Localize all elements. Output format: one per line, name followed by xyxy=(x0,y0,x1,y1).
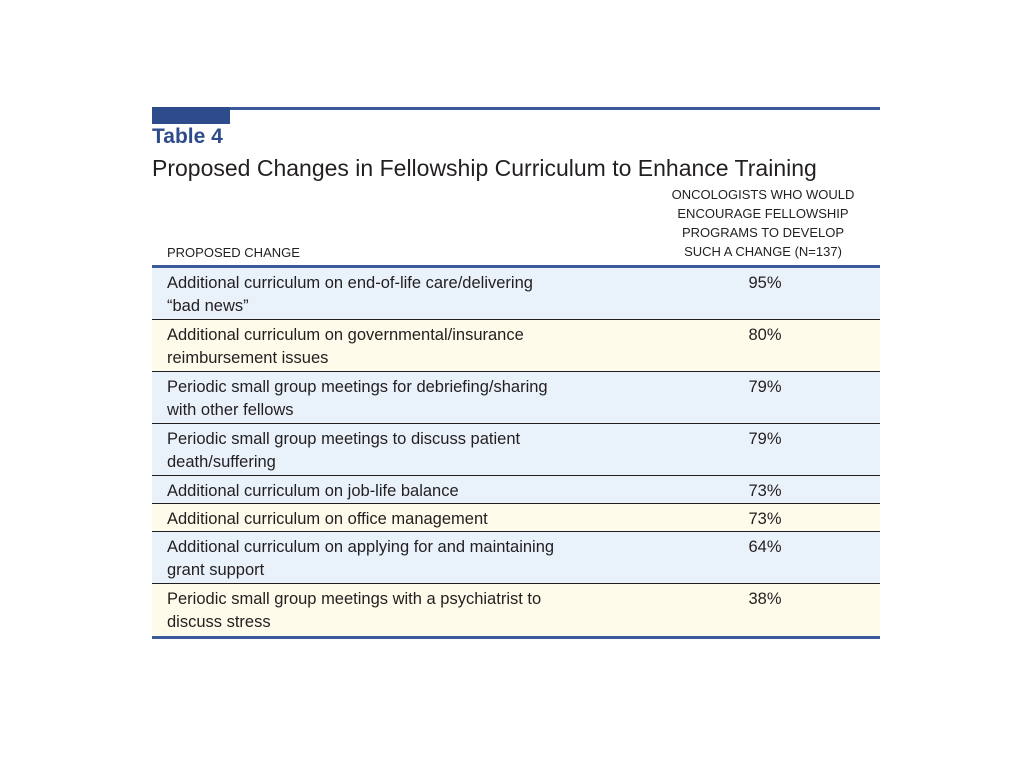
cell-percent: 79% xyxy=(748,378,782,396)
cell-text-line: Additional curriculum on governmental/in… xyxy=(167,326,524,344)
cell-text-line: discuss stress xyxy=(167,613,271,631)
cell-text-line: Additional curriculum on applying for an… xyxy=(167,538,555,556)
top-rule xyxy=(152,107,880,124)
column-header-percent-line: SUCH A CHANGE (N=137) xyxy=(684,244,842,259)
table-row: Periodic small group meetings for debrie… xyxy=(152,372,880,424)
cell-percent: 73% xyxy=(748,510,782,528)
table-row: Additional curriculum on office manageme… xyxy=(152,504,880,532)
cell-proposed-change: Additional curriculum on office manageme… xyxy=(152,504,636,531)
table-header: PROPOSED CHANGE ONCOLOGISTS WHO WOULD EN… xyxy=(152,183,880,265)
cell-percent: 80% xyxy=(748,326,782,344)
cell-proposed-change: Additional curriculum on job-life balanc… xyxy=(152,476,636,503)
cell-proposed-change: Periodic small group meetings for debrie… xyxy=(152,372,636,423)
cell-percent: 95% xyxy=(748,274,782,292)
cell-text-line: with other fellows xyxy=(167,401,294,419)
cell-proposed-change: Periodic small group meetings with a psy… xyxy=(152,584,636,636)
cell-text-line: Periodic small group meetings with a psy… xyxy=(167,590,542,608)
cell-text-line: grant support xyxy=(167,561,265,579)
column-header-percent-line: ENCOURAGE FELLOWSHIP xyxy=(677,206,849,221)
cell-text-line: Additional curriculum on job-life balanc… xyxy=(167,482,459,500)
cell-text-line: Additional curriculum on office manageme… xyxy=(167,510,488,528)
table-title: Proposed Changes in Fellowship Curriculu… xyxy=(152,155,817,181)
cell-percent: 79% xyxy=(748,430,782,448)
cell-proposed-change: Additional curriculum on end-of-life car… xyxy=(152,268,636,319)
table-block: Table 4 Proposed Changes in Fellowship C… xyxy=(152,107,880,639)
cell-proposed-change: Additional curriculum on governmental/in… xyxy=(152,320,636,371)
cell-text-line: death/suffering xyxy=(167,453,276,471)
cell-text-line: Additional curriculum on end-of-life car… xyxy=(167,274,533,292)
header-rule xyxy=(152,265,880,268)
column-header-percent-line: PROGRAMS TO DEVELOP xyxy=(681,225,845,240)
table-row: Periodic small group meetings to discuss… xyxy=(152,424,880,476)
cell-proposed-change: Periodic small group meetings to discuss… xyxy=(152,424,636,475)
column-header-percent-line: ONCOLOGISTS WHO WOULD xyxy=(671,187,855,202)
header-tab-accent xyxy=(152,107,230,124)
cell-percent: 38% xyxy=(748,590,782,608)
table-row: Additional curriculum on job-life balanc… xyxy=(152,476,880,504)
column-header-change: PROPOSED CHANGE xyxy=(167,245,300,260)
table-row: Additional curriculum on applying for an… xyxy=(152,532,880,584)
table-number: Table 4 xyxy=(152,125,223,148)
cell-text-line: Periodic small group meetings for debrie… xyxy=(167,378,548,396)
cell-text-line: Periodic small group meetings to discuss… xyxy=(167,430,521,448)
table-row: Periodic small group meetings with a psy… xyxy=(152,584,880,636)
table-body: Additional curriculum on end-of-life car… xyxy=(152,268,880,639)
cell-percent: 64% xyxy=(748,538,782,556)
cell-proposed-change: Additional curriculum on applying for an… xyxy=(152,532,636,583)
table-row: Additional curriculum on governmental/in… xyxy=(152,320,880,372)
cell-text-line: reimbursement issues xyxy=(167,349,329,367)
cell-text-line: “bad news” xyxy=(167,297,249,315)
cell-percent: 73% xyxy=(748,482,782,500)
table-row: Additional curriculum on end-of-life car… xyxy=(152,268,880,320)
column-header-percent: ONCOLOGISTS WHO WOULD ENCOURAGE FELLOWSH… xyxy=(636,185,880,261)
